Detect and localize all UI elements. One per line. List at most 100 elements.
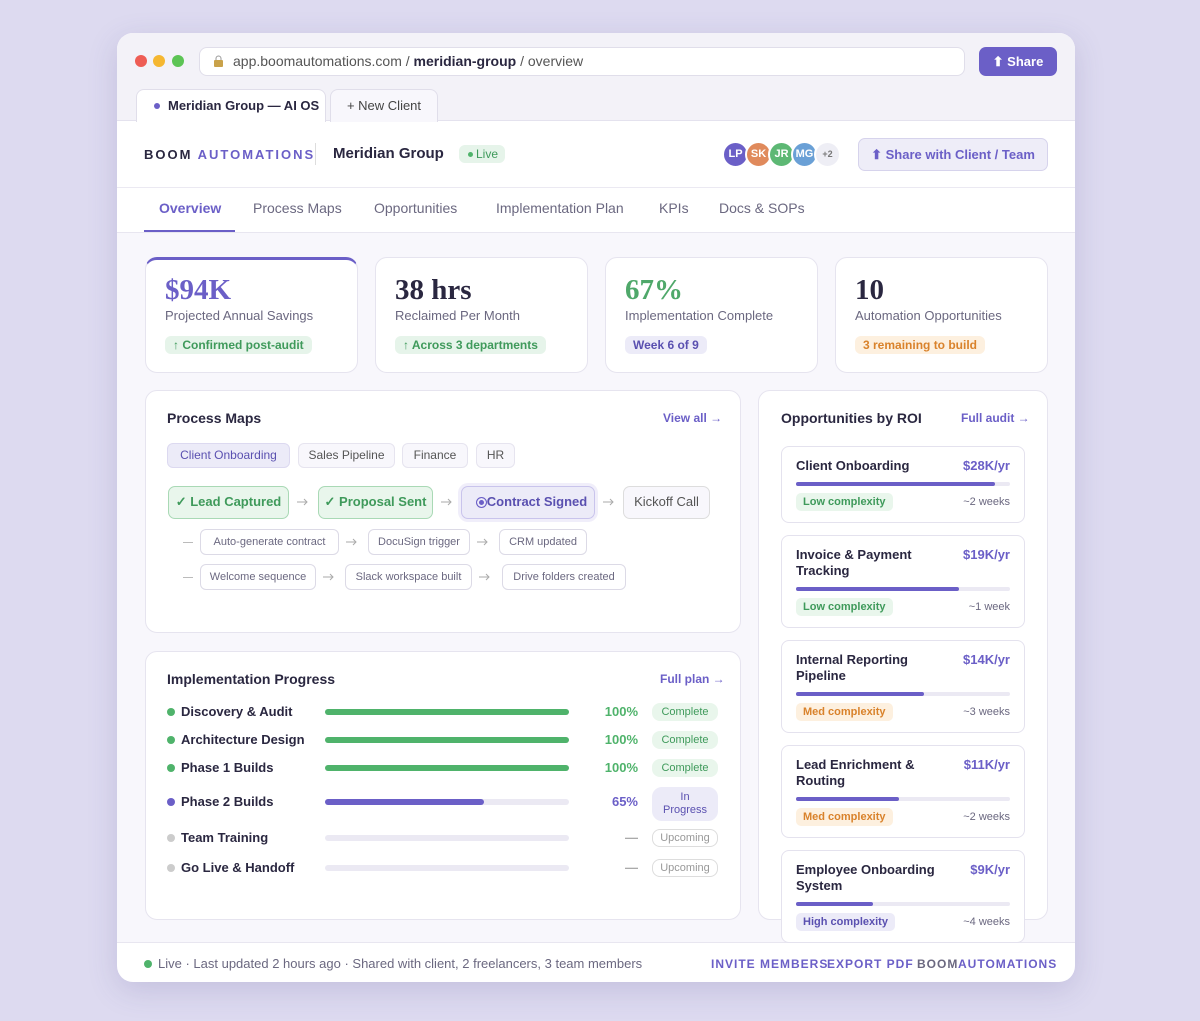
full-audit-link[interactable]: Full audit →: [961, 411, 1030, 425]
avatar: SK: [745, 141, 772, 168]
status-pill: Complete: [652, 759, 718, 777]
opportunity-item: Employee Onboarding System $9K/yr High com…: [781, 850, 1025, 943]
connector: [183, 577, 193, 578]
live-label: Live: [476, 147, 499, 161]
connector: [183, 542, 193, 543]
tab-label: Meridian Group — AI OS: [168, 98, 320, 113]
section-title: Opportunities by ROI: [781, 410, 922, 426]
opportunity-bar: [796, 902, 874, 906]
arrow: [441, 498, 452, 506]
view-all-link[interactable]: View all →: [663, 411, 723, 425]
opportunity-name: Invoice & Payment Tracking: [796, 547, 912, 578]
opportunity-value: $14K/yr: [963, 652, 1010, 667]
opportunity-track: [796, 587, 1010, 591]
complexity-pill: Low complexity: [796, 598, 893, 616]
progress-fill: [325, 799, 484, 805]
share-team-button[interactable]: ⬆ Share with Client / Team: [858, 138, 1048, 171]
opportunity-head: Employee Onboarding System $9K/yr: [796, 862, 1010, 894]
footer-dot: [144, 960, 152, 968]
section-title: Implementation Progress: [167, 671, 336, 687]
opportunity-foot: Med complexity ~2 weeks: [796, 808, 1010, 826]
opportunity-foot: Med complexity ~3 weeks: [796, 703, 1010, 721]
phase-dot: [167, 736, 175, 744]
brand-b: AUTOMATIONS: [197, 147, 316, 162]
client-name: Meridian Group: [333, 145, 444, 162]
phase-percent: —: [625, 830, 638, 845]
browser-tab-active[interactable]: Meridian Group — AI OS: [136, 89, 326, 122]
phase-dot: [167, 764, 175, 772]
footer-brand-a: BOOM: [917, 957, 959, 971]
live-badge: Live: [459, 145, 506, 163]
filter-chip[interactable]: Client Onboarding: [167, 443, 290, 468]
footer-link[interactable]: INVITE MEMBERS: [711, 957, 829, 971]
header-separator: [315, 143, 316, 165]
kpi-label: Reclaimed Per Month: [395, 308, 520, 323]
phase-dot: [167, 864, 175, 872]
opportunity-value: $9K/yr: [970, 862, 1010, 877]
browser-tab[interactable]: + New Client: [330, 89, 438, 122]
phase-percent: —: [625, 860, 638, 875]
share-button[interactable]: ⬆ Share: [979, 47, 1057, 76]
status-pill: In Progress: [652, 787, 718, 821]
opportunity-name: Lead Enrichment & Routing: [796, 757, 915, 788]
nav-tab[interactable]: Docs & SOPs: [719, 200, 805, 216]
kpi-badge: ↑ Confirmed post-audit: [165, 336, 312, 354]
phase-dot: [167, 708, 175, 716]
nav-tab[interactable]: Implementation Plan: [496, 200, 624, 216]
progress-track: [325, 835, 569, 841]
kpi-value: 67%: [625, 274, 683, 306]
opportunity-item: Lead Enrichment & Routing $11K/yr Med comp…: [781, 745, 1025, 838]
opportunity-value: $19K/yr: [963, 547, 1010, 562]
nav-tab[interactable]: Process Maps: [253, 200, 342, 216]
footer-status: Live · Last updated 2 hours ago · Shared…: [158, 956, 643, 971]
arrow: [479, 573, 490, 581]
nav-tab[interactable]: KPIs: [659, 200, 689, 216]
opportunity-list: Client Onboarding $28K/yr Low complexity ~2…: [781, 446, 1025, 943]
maximize-dot[interactable]: [172, 55, 184, 67]
process-step: ✓ Lead Captured: [168, 486, 289, 519]
opportunity-head: Client Onboarding $28K/yr: [796, 458, 1010, 474]
kpi-value: 10: [855, 274, 884, 306]
minimize-dot[interactable]: [153, 55, 165, 67]
section-title: Process Maps: [167, 410, 262, 426]
filter-chip[interactable]: HR: [476, 443, 515, 468]
arrow: [477, 538, 488, 546]
filter-chip[interactable]: Sales Pipeline: [298, 443, 395, 468]
brand: BOOM AUTOMATIONS: [144, 147, 315, 162]
opportunity-item: Client Onboarding $28K/yr Low complexity ~2…: [781, 446, 1025, 523]
kpi-value: 38 hrs: [395, 274, 472, 306]
phase-dot: [167, 798, 175, 806]
opportunity-foot: High complexity ~4 weeks: [796, 913, 1010, 931]
phase-name: Architecture Design: [181, 732, 305, 747]
url-bar[interactable]: app.boomautomations.com / meridian-group…: [199, 47, 965, 76]
avatar: JR: [768, 141, 795, 168]
opportunity-track: [796, 797, 1010, 801]
duration: ~1 week: [968, 601, 1010, 613]
lock-icon: [214, 55, 223, 67]
header-divider: [117, 187, 1075, 188]
progress-fill: [325, 737, 569, 743]
opportunity-value: $28K/yr: [963, 458, 1010, 473]
implementation-card: [145, 651, 741, 920]
complexity-pill: Med complexity: [796, 808, 893, 826]
kpi-badge: ↑ Across 3 departments: [395, 336, 546, 354]
close-dot[interactable]: [135, 55, 147, 67]
kpi-badge: 3 remaining to build: [855, 336, 986, 354]
opportunity-head: Lead Enrichment & Routing $11K/yr: [796, 757, 1010, 789]
footer-link[interactable]: EXPORT PDF: [827, 957, 914, 971]
nav-tab[interactable]: Overview: [159, 200, 222, 216]
complexity-pill: Low complexity: [796, 493, 893, 511]
filter-chip[interactable]: Finance: [402, 443, 468, 468]
sub-step: CRM updated: [499, 529, 587, 555]
arrow: [346, 538, 357, 546]
progress-fill: [325, 709, 569, 715]
avatar: MG: [791, 141, 818, 168]
opportunity-name: Employee Onboarding System: [796, 862, 935, 893]
phase-name: Phase 1 Builds: [181, 760, 274, 775]
kpi-label: Projected Annual Savings: [165, 308, 314, 323]
process-step: ✓ Proposal Sent: [318, 486, 433, 519]
full-plan-link[interactable]: Full plan →: [660, 672, 725, 686]
phase-name: Go Live & Handoff: [181, 860, 295, 875]
nav-tab[interactable]: Opportunities: [374, 200, 458, 216]
